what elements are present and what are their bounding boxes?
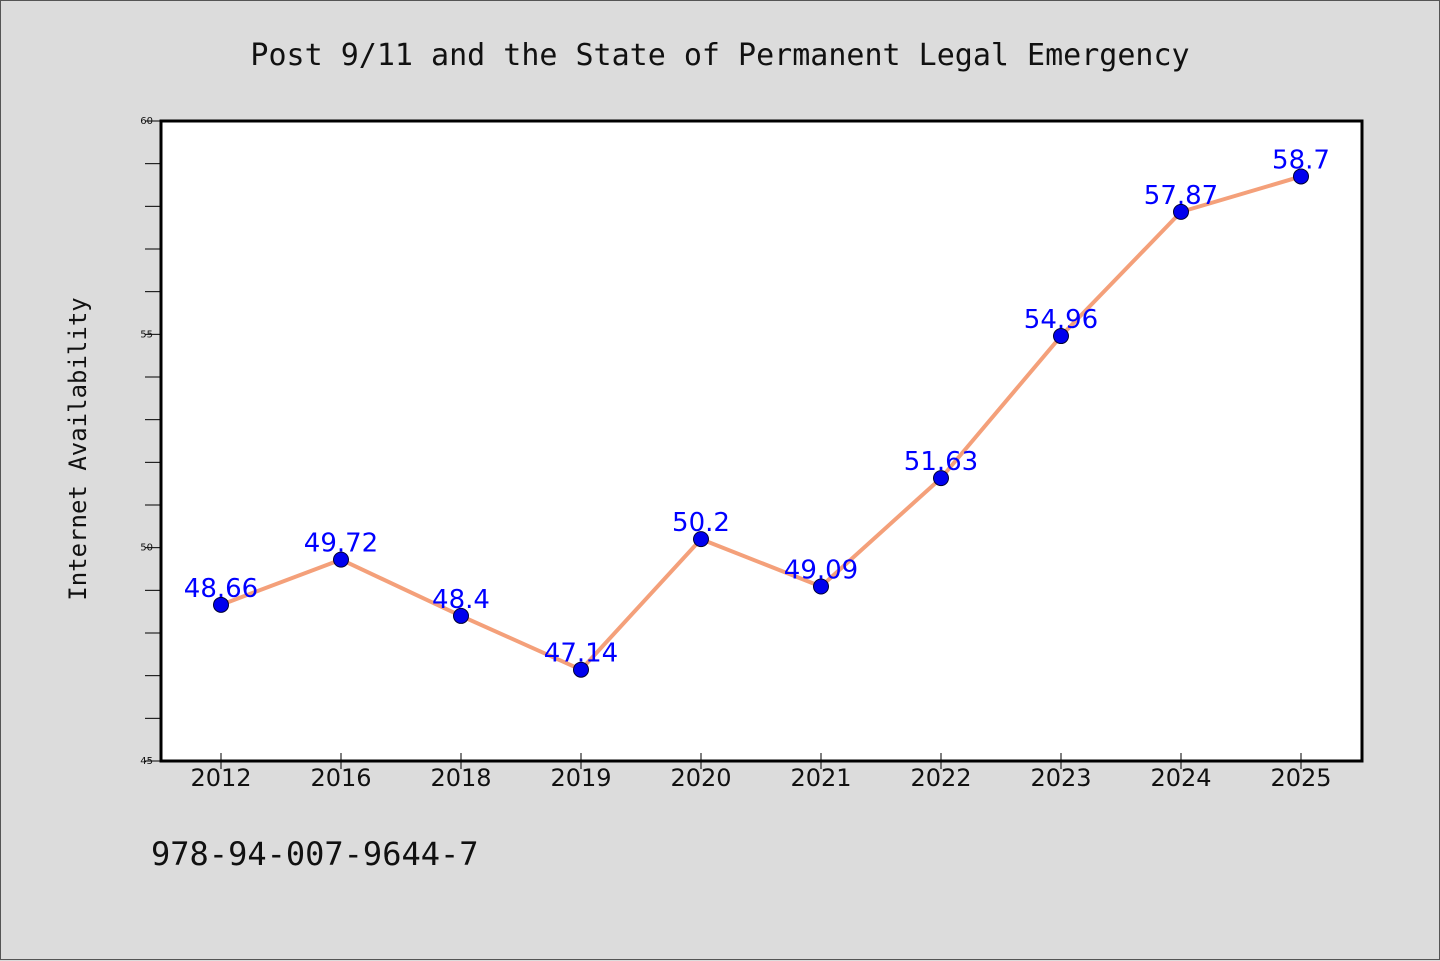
y-axis-label: Internet Availability — [64, 297, 92, 600]
x-tick-label: 2016 — [310, 764, 371, 792]
x-tick-label: 2024 — [1150, 764, 1211, 792]
data-point — [453, 607, 469, 624]
y-tick-label: 60 — [140, 116, 153, 127]
data-label: 48.4 — [432, 585, 490, 615]
x-tick-label: 2025 — [1270, 764, 1331, 792]
data-point — [333, 551, 349, 568]
x-tick-label: 2012 — [190, 764, 251, 792]
data-label: 54.96 — [1024, 305, 1098, 335]
y-tick-label: 55 — [140, 329, 153, 340]
data-label: 50.2 — [672, 508, 730, 538]
data-label: 57.87 — [1144, 181, 1218, 211]
data-point — [573, 661, 589, 678]
data-point — [813, 578, 829, 595]
x-tick-label: 2021 — [790, 764, 851, 792]
data-point — [213, 596, 229, 613]
plot-area — [159, 119, 1364, 763]
data-label: 58.7 — [1272, 145, 1330, 175]
data-point — [933, 470, 949, 487]
data-point — [1053, 328, 1069, 345]
x-tick-label: 2018 — [430, 764, 491, 792]
x-tick-label: 2020 — [670, 764, 731, 792]
data-point — [693, 531, 709, 548]
data-point — [1173, 203, 1189, 220]
footer-isbn: 978-94-007-9644-7 — [151, 835, 479, 873]
data-label: 48.66 — [184, 574, 258, 604]
data-label: 51.63 — [904, 447, 978, 477]
x-tick-label: 2022 — [910, 764, 971, 792]
data-label: 47.14 — [544, 639, 618, 669]
axis-ticks: 45 50 55 60 2012 2016 2018 2019 2020 2021 2022 2023… — [140, 116, 1331, 792]
y-tick-label: 50 — [140, 543, 153, 554]
y-tick-label: 45 — [140, 756, 153, 767]
chart-title: Post 9/11 and the State of Permanent Leg… — [250, 38, 1189, 73]
series-layer — [213, 168, 1309, 678]
x-tick-label: 2023 — [1030, 764, 1091, 792]
data-point — [1293, 168, 1309, 185]
x-tick-label: 2019 — [550, 764, 611, 792]
series-line — [220, 174, 1302, 672]
data-label: 49.72 — [304, 529, 378, 559]
data-label: 49.09 — [784, 555, 858, 585]
data-labels: 48.66 49.72 48.4 47.14 50.2 49.09 51.63 54.96 57… — [184, 145, 1330, 668]
